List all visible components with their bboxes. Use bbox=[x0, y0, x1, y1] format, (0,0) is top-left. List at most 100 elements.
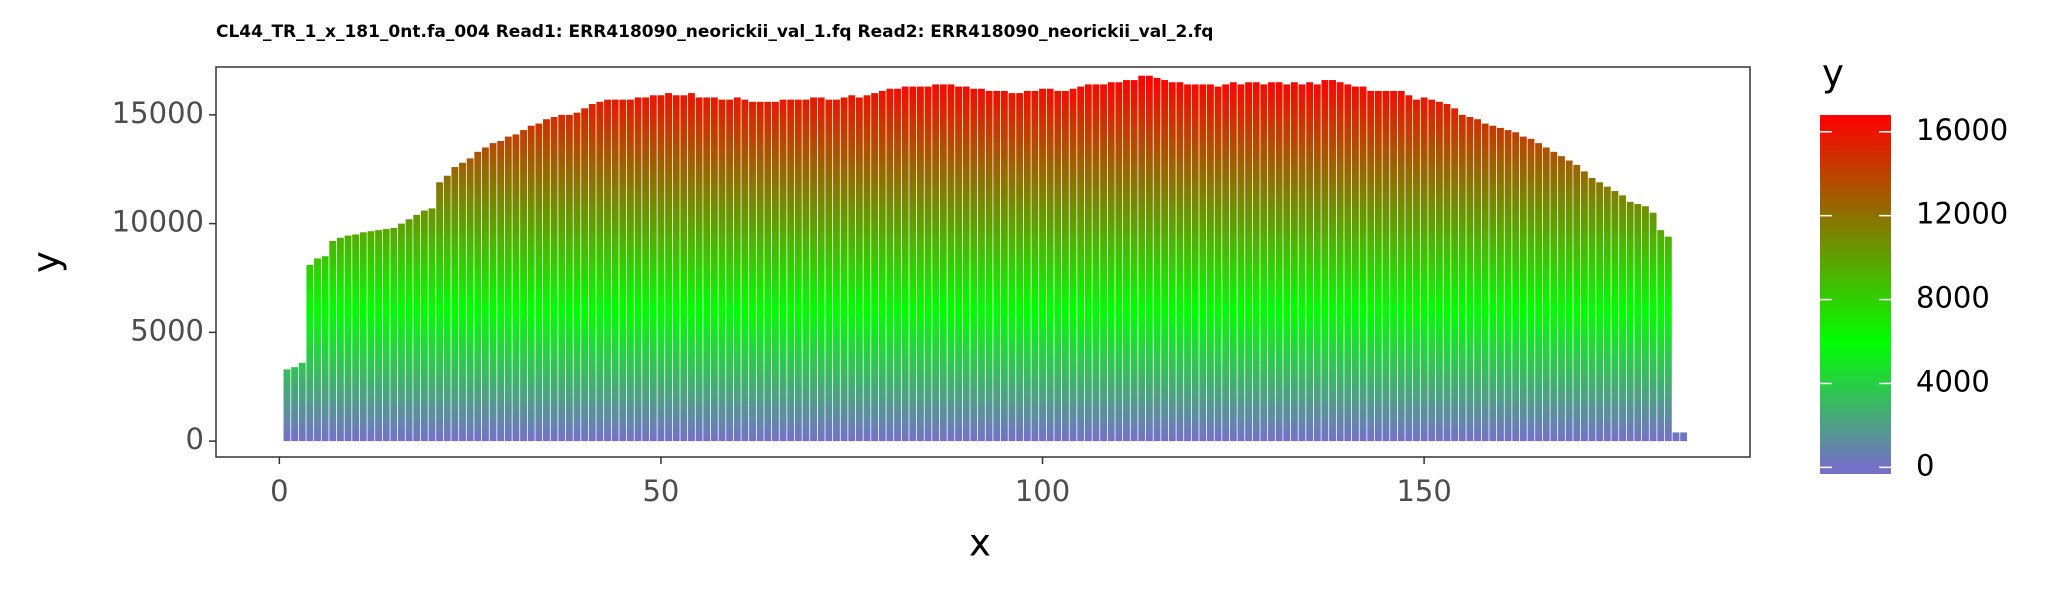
bar bbox=[1283, 84, 1291, 442]
bar bbox=[802, 99, 810, 442]
bar bbox=[1222, 84, 1230, 442]
bar bbox=[581, 108, 589, 442]
bar bbox=[886, 88, 894, 442]
legend-title: y bbox=[1822, 52, 1844, 95]
bar bbox=[535, 123, 543, 442]
bar bbox=[1374, 90, 1382, 442]
bar bbox=[1451, 108, 1459, 442]
bar bbox=[1298, 84, 1306, 442]
bar bbox=[573, 112, 581, 442]
bar bbox=[1413, 99, 1420, 442]
bar bbox=[955, 86, 963, 442]
bar bbox=[1672, 432, 1680, 442]
bar bbox=[1680, 432, 1688, 442]
bar bbox=[436, 182, 444, 442]
bar bbox=[1039, 88, 1046, 442]
bar bbox=[1153, 77, 1161, 442]
bar bbox=[1092, 84, 1100, 442]
bar bbox=[1145, 75, 1153, 442]
bar bbox=[1481, 123, 1489, 442]
bar bbox=[550, 117, 558, 442]
bar bbox=[329, 241, 337, 442]
y-tick-label: 5000 bbox=[130, 313, 204, 347]
bar bbox=[794, 99, 802, 442]
bar bbox=[459, 162, 466, 442]
x-tick-label: 100 bbox=[1015, 474, 1070, 508]
bar bbox=[1031, 90, 1039, 442]
colorbar-label: 0 bbox=[1916, 448, 1934, 482]
bar bbox=[817, 97, 825, 442]
bar bbox=[504, 136, 512, 442]
bar bbox=[359, 232, 367, 442]
bar bbox=[611, 99, 619, 442]
bar bbox=[924, 86, 932, 442]
bar bbox=[688, 93, 695, 442]
bar bbox=[596, 101, 604, 442]
bar bbox=[352, 234, 360, 442]
bar bbox=[1580, 171, 1588, 442]
bar bbox=[1474, 119, 1481, 442]
bar bbox=[978, 88, 985, 442]
bar bbox=[291, 367, 299, 442]
bar bbox=[726, 99, 734, 442]
bar bbox=[1016, 93, 1024, 442]
bar bbox=[344, 235, 352, 442]
bar bbox=[1611, 190, 1619, 442]
bar bbox=[695, 97, 703, 442]
bar bbox=[848, 95, 856, 442]
bar bbox=[1275, 82, 1283, 442]
bar bbox=[527, 125, 535, 442]
bar bbox=[833, 99, 840, 442]
bar bbox=[1176, 82, 1184, 442]
bar bbox=[1069, 88, 1077, 442]
bar bbox=[1489, 125, 1497, 442]
bar bbox=[878, 90, 886, 442]
chart-title: CL44_TR_1_x_181_0nt.fa_004 Read1: ERR418… bbox=[216, 22, 1213, 42]
bar bbox=[710, 97, 718, 442]
bar bbox=[1519, 136, 1527, 442]
bar bbox=[1268, 82, 1275, 442]
bar bbox=[1260, 84, 1268, 442]
bar bbox=[756, 101, 764, 442]
colorbar-label: 8000 bbox=[1916, 281, 1990, 315]
bar bbox=[1596, 182, 1604, 442]
bar bbox=[466, 158, 474, 442]
bar bbox=[1000, 90, 1008, 442]
bar bbox=[749, 101, 756, 442]
bar bbox=[1359, 86, 1367, 442]
bar bbox=[398, 223, 405, 442]
bar bbox=[1214, 86, 1222, 442]
bar bbox=[771, 101, 779, 442]
bar bbox=[1206, 84, 1214, 442]
bar bbox=[932, 84, 940, 442]
bar bbox=[665, 93, 673, 442]
bar bbox=[1657, 230, 1665, 442]
bar bbox=[1535, 143, 1543, 442]
bar bbox=[1077, 86, 1085, 442]
bar bbox=[1229, 82, 1237, 442]
bar bbox=[672, 95, 680, 442]
bar bbox=[1306, 82, 1314, 442]
bar bbox=[1405, 95, 1413, 442]
y-tick-label: 0 bbox=[186, 422, 204, 456]
y-tick-label: 15000 bbox=[112, 96, 204, 130]
colorbar bbox=[1820, 115, 1891, 474]
bar bbox=[1168, 82, 1176, 442]
bar bbox=[1313, 84, 1321, 442]
bar bbox=[1344, 84, 1352, 442]
bar bbox=[970, 88, 978, 442]
bar bbox=[703, 97, 711, 442]
bar bbox=[1390, 90, 1398, 442]
bar bbox=[1642, 206, 1649, 442]
bar bbox=[1199, 84, 1207, 442]
bar bbox=[1367, 90, 1375, 442]
bar bbox=[1061, 90, 1069, 442]
bar bbox=[481, 147, 489, 442]
bar bbox=[1123, 80, 1130, 442]
bar bbox=[840, 97, 848, 442]
bar bbox=[741, 99, 749, 442]
bar bbox=[1130, 80, 1138, 442]
bar bbox=[947, 84, 955, 442]
bar bbox=[1664, 236, 1672, 442]
